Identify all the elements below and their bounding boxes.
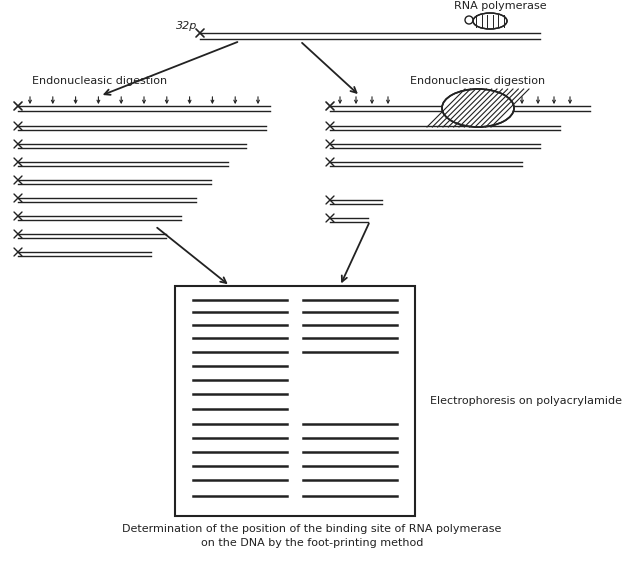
Ellipse shape [465,16,473,24]
Text: Determination of the position of the binding site of RNA polymerase: Determination of the position of the bin… [122,524,502,534]
Bar [175,286,415,516]
Text: RNA polymerase: RNA polymerase [454,1,547,11]
Text: Endonucleasic digestion: Endonucleasic digestion [411,76,545,86]
Ellipse shape [442,89,514,127]
Text: Electrophoresis on polyacrylamide gel: Electrophoresis on polyacrylamide gel [430,396,624,406]
Ellipse shape [473,13,507,29]
Text: Endonucleasic digestion: Endonucleasic digestion [32,76,168,86]
Text: on the DNA by the foot-printing method: on the DNA by the foot-printing method [201,538,423,548]
Text: 32p: 32p [175,21,197,31]
